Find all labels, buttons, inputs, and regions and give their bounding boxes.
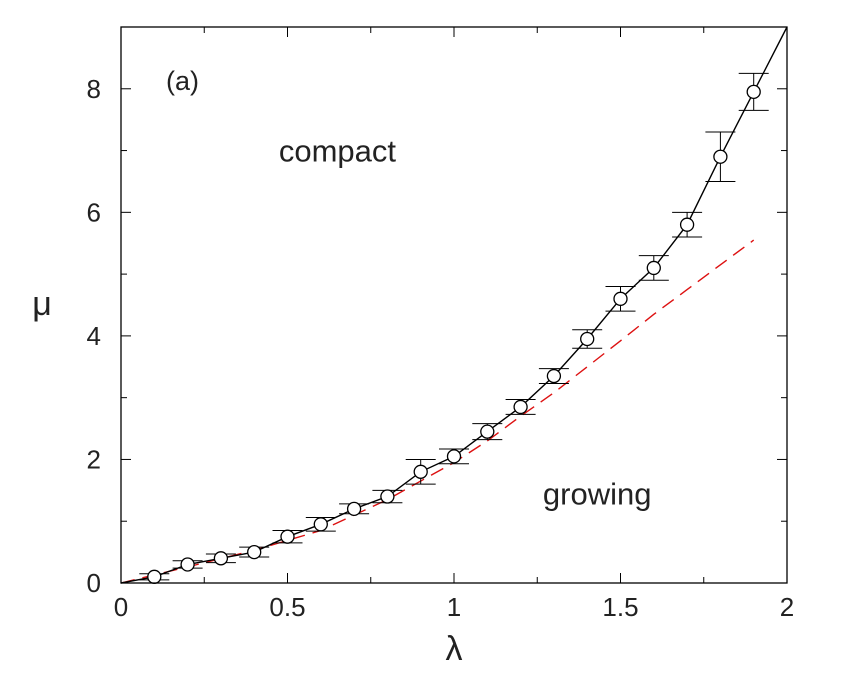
data-point xyxy=(679,217,695,232)
region-label-growing: growing xyxy=(543,476,652,511)
data-point xyxy=(380,489,395,504)
data-point xyxy=(513,399,528,415)
y-tick-label: 0 xyxy=(87,568,101,598)
data-point xyxy=(546,368,562,384)
data-point xyxy=(613,291,628,306)
data-point xyxy=(247,544,262,560)
data-point xyxy=(280,529,295,544)
simulation-curve xyxy=(120,26,788,584)
data-point xyxy=(346,501,362,517)
y-tick-label: 4 xyxy=(87,321,101,351)
axes-layer: 0 0.5 1 1.5 2 0 2 4 6 8 xyxy=(87,26,794,622)
y-tick-label: 2 xyxy=(87,444,101,474)
data-point xyxy=(313,517,328,532)
data-point xyxy=(646,260,661,276)
data-point xyxy=(213,551,229,566)
data-point xyxy=(580,331,595,347)
y-tick-label: 8 xyxy=(87,74,101,104)
x-tick-label: 2 xyxy=(780,592,794,622)
region-label-compact: compact xyxy=(279,134,397,169)
y-axis-label: μ xyxy=(32,285,52,323)
data-point xyxy=(180,557,195,572)
data-point xyxy=(413,464,428,479)
x-axis-label: λ xyxy=(446,630,463,668)
dashed-reference-curve xyxy=(120,239,755,584)
x-tick-label: 1.5 xyxy=(602,592,638,622)
panel-label: (a) xyxy=(166,66,199,96)
text-layer: (a) λ μ compact growing xyxy=(32,66,651,668)
x-tick-label: 1 xyxy=(447,592,461,622)
data-point xyxy=(746,84,761,100)
plot-frame xyxy=(120,26,788,584)
data-point xyxy=(480,424,495,439)
x-tick-label: 0.5 xyxy=(269,592,305,622)
x-tick-label: 0 xyxy=(114,592,128,622)
plot-series-layer xyxy=(120,26,788,584)
y-tick-label: 6 xyxy=(87,197,101,227)
data-point xyxy=(147,569,162,584)
data-point xyxy=(713,149,728,164)
data-point xyxy=(446,449,462,464)
